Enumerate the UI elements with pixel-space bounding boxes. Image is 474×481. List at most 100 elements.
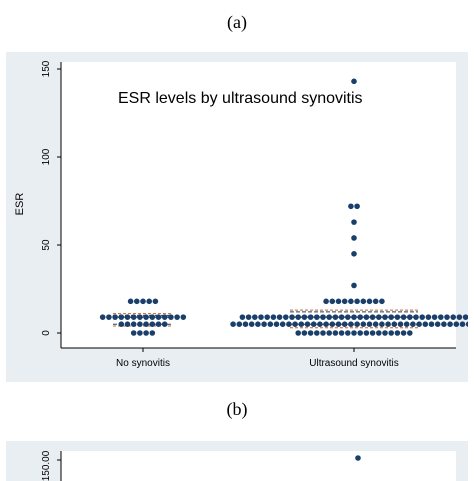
x-tick-label: No synovitis — [116, 358, 170, 369]
data-point — [168, 314, 174, 320]
data-point — [403, 321, 410, 328]
data-point — [255, 321, 261, 328]
data-point — [416, 321, 422, 328]
data-point — [447, 321, 453, 328]
data-point — [161, 321, 168, 328]
data-point — [155, 321, 162, 328]
data-point — [143, 330, 149, 336]
data-point — [456, 314, 463, 320]
data-point — [459, 321, 466, 328]
data-point — [289, 314, 295, 320]
data-point — [351, 235, 357, 241]
data-point — [394, 330, 401, 336]
data-point — [283, 314, 289, 320]
data-point — [155, 314, 162, 320]
data-point — [354, 298, 360, 305]
data-point — [369, 330, 376, 336]
data-point — [180, 314, 187, 320]
data-point — [441, 321, 447, 328]
data-point — [279, 321, 286, 328]
data-point — [407, 314, 413, 320]
data-point — [351, 78, 357, 85]
data-point — [382, 314, 388, 320]
data-point — [137, 321, 143, 328]
data-point — [419, 314, 426, 320]
data-point — [329, 321, 336, 328]
data-point — [152, 298, 159, 305]
data-point — [341, 321, 348, 328]
data-point — [332, 314, 339, 320]
data-point — [376, 314, 382, 320]
data-point — [124, 314, 131, 320]
data-point — [230, 321, 236, 328]
data-point — [320, 314, 326, 320]
data-point — [431, 314, 438, 320]
data-point — [301, 314, 308, 320]
data-point — [400, 330, 407, 336]
data-point — [357, 330, 364, 336]
data-point — [292, 321, 298, 328]
data-point — [320, 330, 326, 336]
data-point — [369, 314, 376, 320]
data-point — [307, 314, 314, 320]
data-point — [112, 314, 118, 320]
data-point — [314, 330, 320, 336]
data-point — [286, 321, 292, 328]
data-point — [450, 314, 457, 320]
data-point — [149, 330, 156, 336]
data-point — [161, 314, 168, 320]
chart-title: ESR levels by ultrasound synovitis — [118, 90, 363, 107]
data-point — [351, 330, 357, 336]
data-point — [348, 321, 354, 328]
figure-caption-a: (a) — [227, 12, 247, 32]
data-point — [258, 314, 264, 320]
data-point — [149, 321, 156, 328]
data-point — [363, 330, 370, 336]
y-axis-title: ESR — [14, 193, 26, 216]
data-point — [444, 314, 450, 320]
data-point — [372, 298, 379, 305]
data-point — [357, 314, 364, 320]
data-point — [267, 321, 274, 328]
data-point — [99, 314, 106, 320]
data-point — [335, 321, 342, 328]
chart-panel-esr: 0 50 100 150 No synovitis Ultrasound synovit… — [6, 52, 468, 382]
data-point — [400, 314, 407, 320]
data-point — [407, 330, 413, 336]
data-point — [338, 330, 345, 336]
data-point — [462, 314, 468, 320]
data-point — [245, 314, 252, 320]
data-point — [323, 298, 329, 305]
data-point — [382, 330, 388, 336]
data-point — [422, 321, 429, 328]
data-point — [130, 321, 137, 328]
data-point — [465, 321, 468, 327]
data-point — [332, 330, 339, 336]
data-points — [99, 78, 468, 336]
data-point — [354, 321, 360, 328]
data-point — [276, 314, 283, 320]
data-point — [345, 314, 351, 320]
data-point — [143, 314, 149, 320]
data-point — [394, 314, 401, 320]
data-point — [143, 321, 149, 328]
data-point — [298, 321, 305, 328]
data-point — [354, 203, 360, 210]
data-point — [379, 321, 385, 328]
data-point — [428, 321, 435, 328]
data-point — [438, 314, 444, 320]
data-point — [242, 321, 249, 328]
data-point — [341, 298, 348, 305]
chart-panel-b: 150.00 — [6, 441, 468, 481]
data-point — [385, 321, 391, 328]
data-point — [174, 314, 180, 320]
y-tick-label: 100 — [41, 148, 52, 165]
data-point — [236, 321, 243, 328]
x-ticks: No synovitis Ultrasound synovitis — [116, 348, 399, 369]
data-point — [130, 330, 137, 336]
data-point — [345, 330, 351, 336]
data-point — [127, 298, 134, 305]
y-ticks: 0 50 100 150 — [41, 60, 61, 336]
data-point — [351, 314, 357, 320]
data-point — [391, 321, 398, 328]
